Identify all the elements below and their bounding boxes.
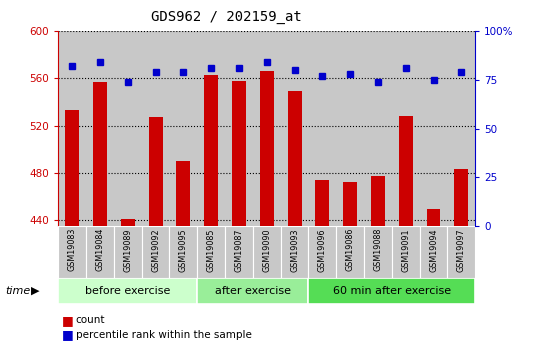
Bar [141, 226, 170, 278]
Bar [392, 226, 420, 278]
Text: GSM19088: GSM19088 [374, 228, 382, 272]
Bar [204, 75, 218, 226]
Text: GSM19087: GSM19087 [234, 228, 244, 272]
Bar [308, 226, 336, 278]
Bar [371, 176, 385, 226]
Bar [343, 182, 357, 226]
Bar [281, 226, 308, 278]
Text: GSM19084: GSM19084 [96, 228, 105, 272]
Text: GSM19094: GSM19094 [429, 228, 438, 272]
Bar [336, 226, 364, 278]
Bar [454, 169, 468, 226]
Bar [197, 278, 308, 304]
Bar [225, 226, 253, 278]
Text: GSM19085: GSM19085 [207, 228, 215, 272]
Text: GDS962 / 202159_at: GDS962 / 202159_at [151, 10, 302, 24]
Bar [364, 226, 392, 278]
Text: GSM19093: GSM19093 [290, 228, 299, 272]
Text: GSM19095: GSM19095 [179, 228, 188, 272]
Bar [315, 180, 329, 226]
Text: GSM19097: GSM19097 [457, 228, 466, 272]
Bar [260, 71, 274, 226]
Text: count: count [76, 315, 105, 325]
Text: ■: ■ [62, 314, 74, 327]
Text: GSM19091: GSM19091 [401, 228, 410, 272]
Bar [114, 226, 141, 278]
Bar [93, 82, 107, 226]
Bar [86, 226, 114, 278]
Bar [308, 278, 475, 304]
Text: percentile rank within the sample: percentile rank within the sample [76, 330, 252, 339]
Bar [232, 81, 246, 226]
Bar [399, 116, 413, 226]
Text: GSM19090: GSM19090 [262, 228, 271, 272]
Text: ▶: ▶ [31, 286, 40, 296]
Bar [197, 226, 225, 278]
Bar [148, 117, 163, 226]
Text: GSM19086: GSM19086 [346, 228, 355, 272]
Text: after exercise: after exercise [215, 286, 291, 296]
Bar [65, 110, 79, 226]
Bar [448, 226, 475, 278]
Text: time: time [5, 286, 31, 296]
Text: ■: ■ [62, 328, 74, 341]
Bar [420, 226, 448, 278]
Bar [253, 226, 281, 278]
Bar [170, 226, 197, 278]
Text: GSM19089: GSM19089 [123, 228, 132, 272]
Text: GSM19096: GSM19096 [318, 228, 327, 272]
Text: before exercise: before exercise [85, 286, 171, 296]
Bar [427, 209, 441, 226]
Bar [121, 219, 135, 226]
Bar [58, 278, 197, 304]
Bar [58, 226, 86, 278]
Bar [177, 161, 190, 226]
Text: GSM19083: GSM19083 [68, 228, 77, 272]
Text: 60 min after exercise: 60 min after exercise [333, 286, 451, 296]
Bar [288, 91, 301, 226]
Text: GSM19092: GSM19092 [151, 228, 160, 272]
